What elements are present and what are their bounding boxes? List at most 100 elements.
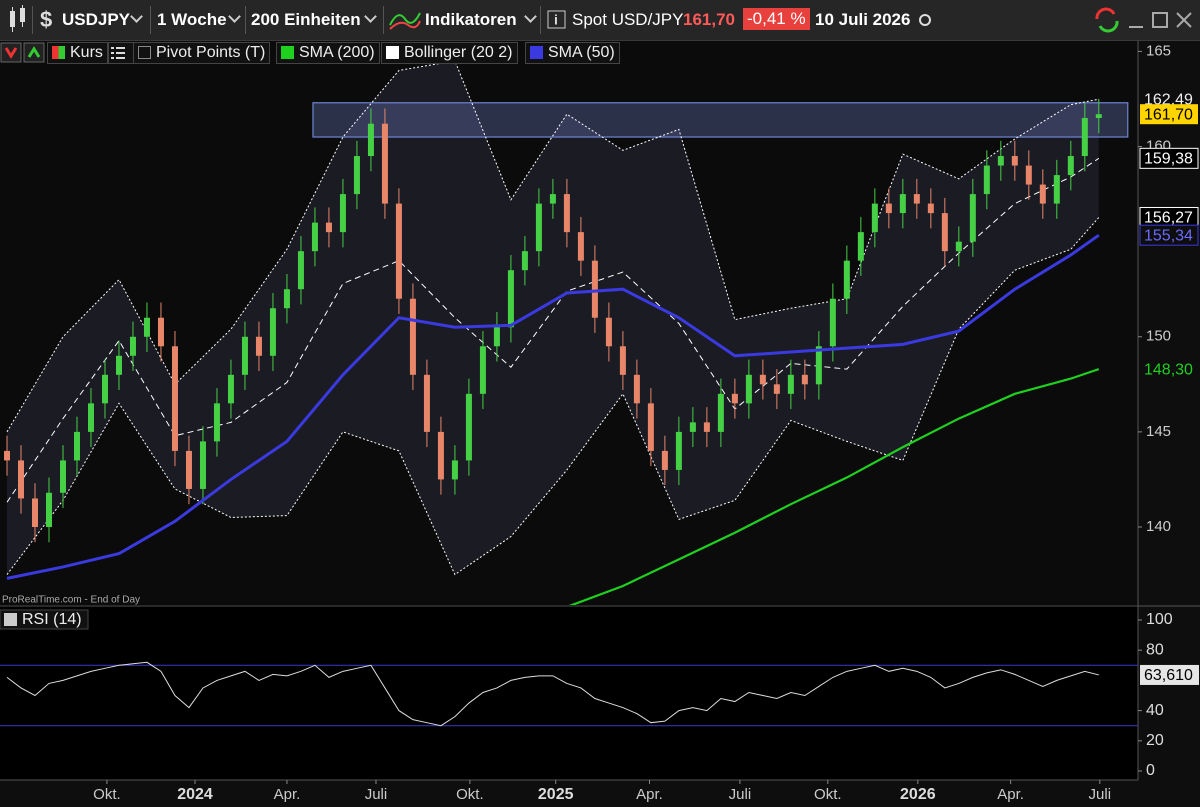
- status-icon: [919, 14, 931, 26]
- candle-body: [45, 492, 52, 528]
- candle-body: [927, 203, 934, 214]
- candle-body: [1025, 165, 1032, 185]
- x-axis: [0, 780, 1138, 807]
- x-tick-label: Okt.: [814, 786, 842, 803]
- rsi-legend-swatch: [4, 613, 17, 626]
- candle-body: [633, 374, 640, 404]
- candle-body: [255, 336, 262, 356]
- candle-body: [955, 241, 962, 252]
- legend-label: Bollinger (20 2): [404, 44, 513, 61]
- x-tick-label: Apr.: [274, 786, 301, 803]
- candle-body: [703, 422, 710, 432]
- rsi-legend-box: [0, 609, 89, 630]
- candle-body: [157, 317, 164, 347]
- value-label: 63,610: [1144, 667, 1193, 684]
- candle-body: [381, 123, 388, 204]
- chart-type-icon[interactable]: [4, 5, 34, 35]
- candle-body: [353, 156, 360, 195]
- candle-body: [801, 374, 808, 385]
- candle-body: [689, 422, 696, 432]
- x-tick-label: Juli: [729, 786, 752, 803]
- svg-text:$: $: [40, 7, 52, 32]
- candle-body: [549, 194, 556, 204]
- symbol[interactable]: USDJPY: [62, 10, 131, 29]
- sma-line: [6, 233, 1100, 580]
- candle-body: [1039, 184, 1046, 204]
- candle-body: [297, 251, 304, 290]
- candle-body: [423, 374, 430, 432]
- x-tick-label: Juli: [365, 786, 388, 803]
- rsi-legend: RSI (14): [22, 611, 82, 628]
- y-tick-label: 0: [1146, 762, 1155, 779]
- candle-body: [787, 374, 794, 394]
- candle-body: [213, 403, 220, 442]
- candle-body: [885, 203, 892, 214]
- legend-item[interactable]: Bollinger (20 2): [381, 42, 518, 64]
- price-layer: [3, 62, 1129, 605]
- candle-body: [87, 403, 94, 432]
- refresh-icon[interactable]: [1092, 5, 1122, 35]
- candle-body: [969, 194, 976, 242]
- legend-item[interactable]: Pivot Points (T): [133, 42, 271, 64]
- value-label: 159,38: [1144, 151, 1193, 168]
- candle-body: [101, 374, 108, 404]
- value-label-box: [1139, 224, 1199, 246]
- candle-body: [199, 441, 206, 489]
- info-icon[interactable]: i: [547, 10, 567, 30]
- value-label-box: [1140, 104, 1198, 125]
- bollinger-lower: [6, 217, 1100, 576]
- units[interactable]: 200 Einheiten: [251, 10, 361, 29]
- interval[interactable]: 1 Woche: [157, 10, 227, 29]
- legend-item[interactable]: SMA (200): [276, 42, 380, 64]
- indicators[interactable]: Indikatoren: [425, 10, 517, 29]
- candle-body: [591, 260, 598, 318]
- candle-body: [3, 450, 10, 461]
- legend-item[interactable]: Kurs: [47, 42, 108, 64]
- legend-list-icon[interactable]: [108, 42, 136, 64]
- y-tick-label: 145: [1146, 423, 1171, 440]
- spot-label: Spot USD/JPY: [572, 10, 684, 29]
- rsi-layer: [0, 661, 1138, 727]
- candle-body: [115, 355, 122, 375]
- svg-text:i: i: [554, 12, 558, 28]
- candle-body: [59, 460, 66, 493]
- order-buttons[interactable]: [0, 42, 46, 64]
- candle-body: [563, 194, 570, 233]
- candle-body: [283, 289, 290, 309]
- candle-body: [745, 374, 752, 404]
- candle-body: [913, 194, 920, 204]
- x-tick-label: 2026: [900, 786, 936, 803]
- candle-body: [493, 327, 500, 347]
- candle-body: [185, 450, 192, 489]
- legend-label: Kurs: [70, 44, 103, 61]
- indicators-icon[interactable]: [388, 5, 422, 35]
- value-label: 155,34: [1144, 227, 1193, 244]
- candle-body: [577, 232, 584, 261]
- x-tick-label: 2024: [177, 786, 213, 803]
- candle-body: [395, 203, 402, 299]
- watermark: ProRealTime.com - End of Day: [2, 595, 140, 606]
- candle-body: [521, 251, 528, 271]
- candle-body: [1011, 156, 1018, 166]
- spot-price: 161,70: [683, 10, 735, 29]
- candle-body: [269, 308, 276, 356]
- toolbar: $ USDJPY 1 Woche 200 Einheiten Indikator…: [0, 0, 1200, 41]
- candle-body: [1081, 117, 1088, 157]
- window-buttons[interactable]: [1125, 5, 1200, 35]
- candle-body: [479, 346, 486, 394]
- symbol-icon[interactable]: $: [37, 5, 57, 35]
- candle-body: [843, 260, 850, 299]
- candle-body: [367, 123, 374, 157]
- candle-body: [325, 222, 332, 233]
- value-label: 162,49: [1144, 91, 1193, 108]
- candle-body: [409, 298, 416, 375]
- candle-body: [773, 384, 780, 394]
- y-tick-label: 165: [1146, 42, 1171, 59]
- candle-body: [815, 346, 822, 385]
- legend-item[interactable]: SMA (50): [525, 42, 620, 64]
- candle-body: [451, 460, 458, 480]
- candle-body: [619, 346, 626, 375]
